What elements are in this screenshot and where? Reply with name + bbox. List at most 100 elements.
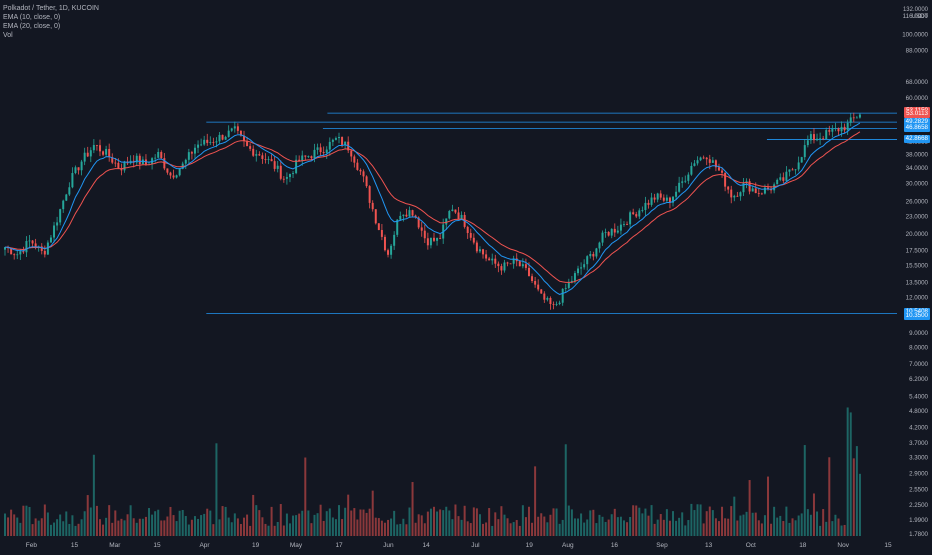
volume-bar <box>806 509 809 536</box>
candle-body <box>659 193 662 198</box>
candle-body <box>668 197 671 203</box>
volume-bar <box>816 511 819 536</box>
volume-bar <box>800 513 803 536</box>
candle-body <box>506 262 509 264</box>
volume-bar <box>852 458 855 536</box>
volume-bar <box>457 516 460 536</box>
candle-body <box>555 304 558 305</box>
volume-bar <box>656 519 659 536</box>
volume-bar <box>518 525 521 536</box>
candle-body <box>95 145 98 146</box>
candle-body <box>13 254 16 256</box>
candle-body <box>163 158 166 169</box>
volume-bar <box>770 523 773 536</box>
volume-legend[interactable]: Vol <box>3 32 13 39</box>
x-tick-label: Jul <box>471 542 480 549</box>
volume-bar <box>368 508 371 536</box>
volume-bar <box>43 504 46 536</box>
candle-body <box>803 145 806 158</box>
candle-body <box>687 174 690 181</box>
ema20-legend[interactable]: EMA (20, close, 0) <box>3 23 61 30</box>
candle-body <box>809 134 812 141</box>
ema10-legend[interactable]: EMA (10, close, 0) <box>3 14 61 21</box>
volume-bar <box>276 521 279 536</box>
candle-body <box>721 170 724 173</box>
volume-bar <box>616 517 619 536</box>
candle-body <box>647 202 650 205</box>
volume-bar <box>393 510 396 536</box>
volume-bar <box>472 507 475 536</box>
y-tick-label: 9.0000 <box>909 330 928 337</box>
volume-bar <box>34 518 37 536</box>
candle-body <box>399 215 402 220</box>
candle-body <box>561 288 564 303</box>
volume-bar <box>89 507 92 536</box>
volume-bar <box>460 519 463 536</box>
volume-bar <box>86 495 89 536</box>
volume-bar <box>491 525 494 536</box>
candle-body <box>822 138 825 140</box>
volume-bar <box>233 513 236 536</box>
y-tick-label: 4.8000 <box>909 408 928 415</box>
candle-body <box>773 184 776 191</box>
candle-body <box>791 169 794 171</box>
volume-bar <box>239 523 242 536</box>
volume-bar <box>414 522 417 536</box>
volume-bar <box>540 513 543 536</box>
volume-bar <box>757 520 760 536</box>
candle-body <box>169 172 172 176</box>
chart-legend: Polkadot / Tether, 1D, KUCOIN EMA (10, c… <box>3 4 99 40</box>
volume-bar <box>49 524 52 536</box>
volume-bar <box>727 518 730 536</box>
volume-bar <box>705 511 708 536</box>
volume-bar <box>849 412 852 536</box>
candle-body <box>537 284 540 290</box>
candle-body <box>34 243 37 249</box>
volume-bar <box>74 525 77 536</box>
candle-body <box>543 293 546 300</box>
volume-bar <box>708 506 711 536</box>
y-tick-label: 2.2500 <box>909 502 928 509</box>
candle-body <box>25 241 28 253</box>
candle-body <box>478 249 481 252</box>
volume-bar <box>451 519 454 536</box>
volume-bar <box>767 476 769 536</box>
volume-bar <box>742 514 745 536</box>
candle-body <box>684 180 687 182</box>
y-tick-label: 15.5000 <box>906 263 929 270</box>
volume-bar <box>25 505 28 536</box>
candle-body <box>16 254 19 256</box>
candle-body <box>102 151 105 155</box>
volume-bar <box>509 523 512 536</box>
symbol-title[interactable]: Polkadot / Tether, 1D, KUCOIN <box>3 5 99 12</box>
volume-bar <box>831 521 834 536</box>
x-tick-label: 17 <box>335 542 343 549</box>
volume-bar <box>675 520 678 536</box>
candle-body <box>304 155 307 157</box>
volume-bar <box>172 515 175 536</box>
candle-body <box>665 197 668 201</box>
volume-bar <box>16 517 19 536</box>
volume-bar <box>261 517 264 536</box>
volume-bar <box>227 517 230 536</box>
candle-body <box>105 148 108 155</box>
volume-bar <box>693 510 696 536</box>
y-tick-label: 13.5000 <box>906 280 929 287</box>
volume-bar <box>580 513 583 536</box>
candle-body <box>390 245 393 255</box>
volume-bar <box>102 524 105 536</box>
volume-bar <box>702 523 705 536</box>
volume-bar <box>71 515 74 536</box>
volume-bar <box>331 517 334 536</box>
candle-body <box>98 145 101 152</box>
volume-bar <box>111 522 114 536</box>
candle-body <box>383 236 386 251</box>
volume-bar <box>497 519 500 536</box>
volume-bar <box>212 524 215 536</box>
volume-bar <box>249 525 252 536</box>
volume-bar <box>255 505 258 536</box>
candle-body <box>221 134 224 140</box>
candle-body <box>77 167 80 171</box>
